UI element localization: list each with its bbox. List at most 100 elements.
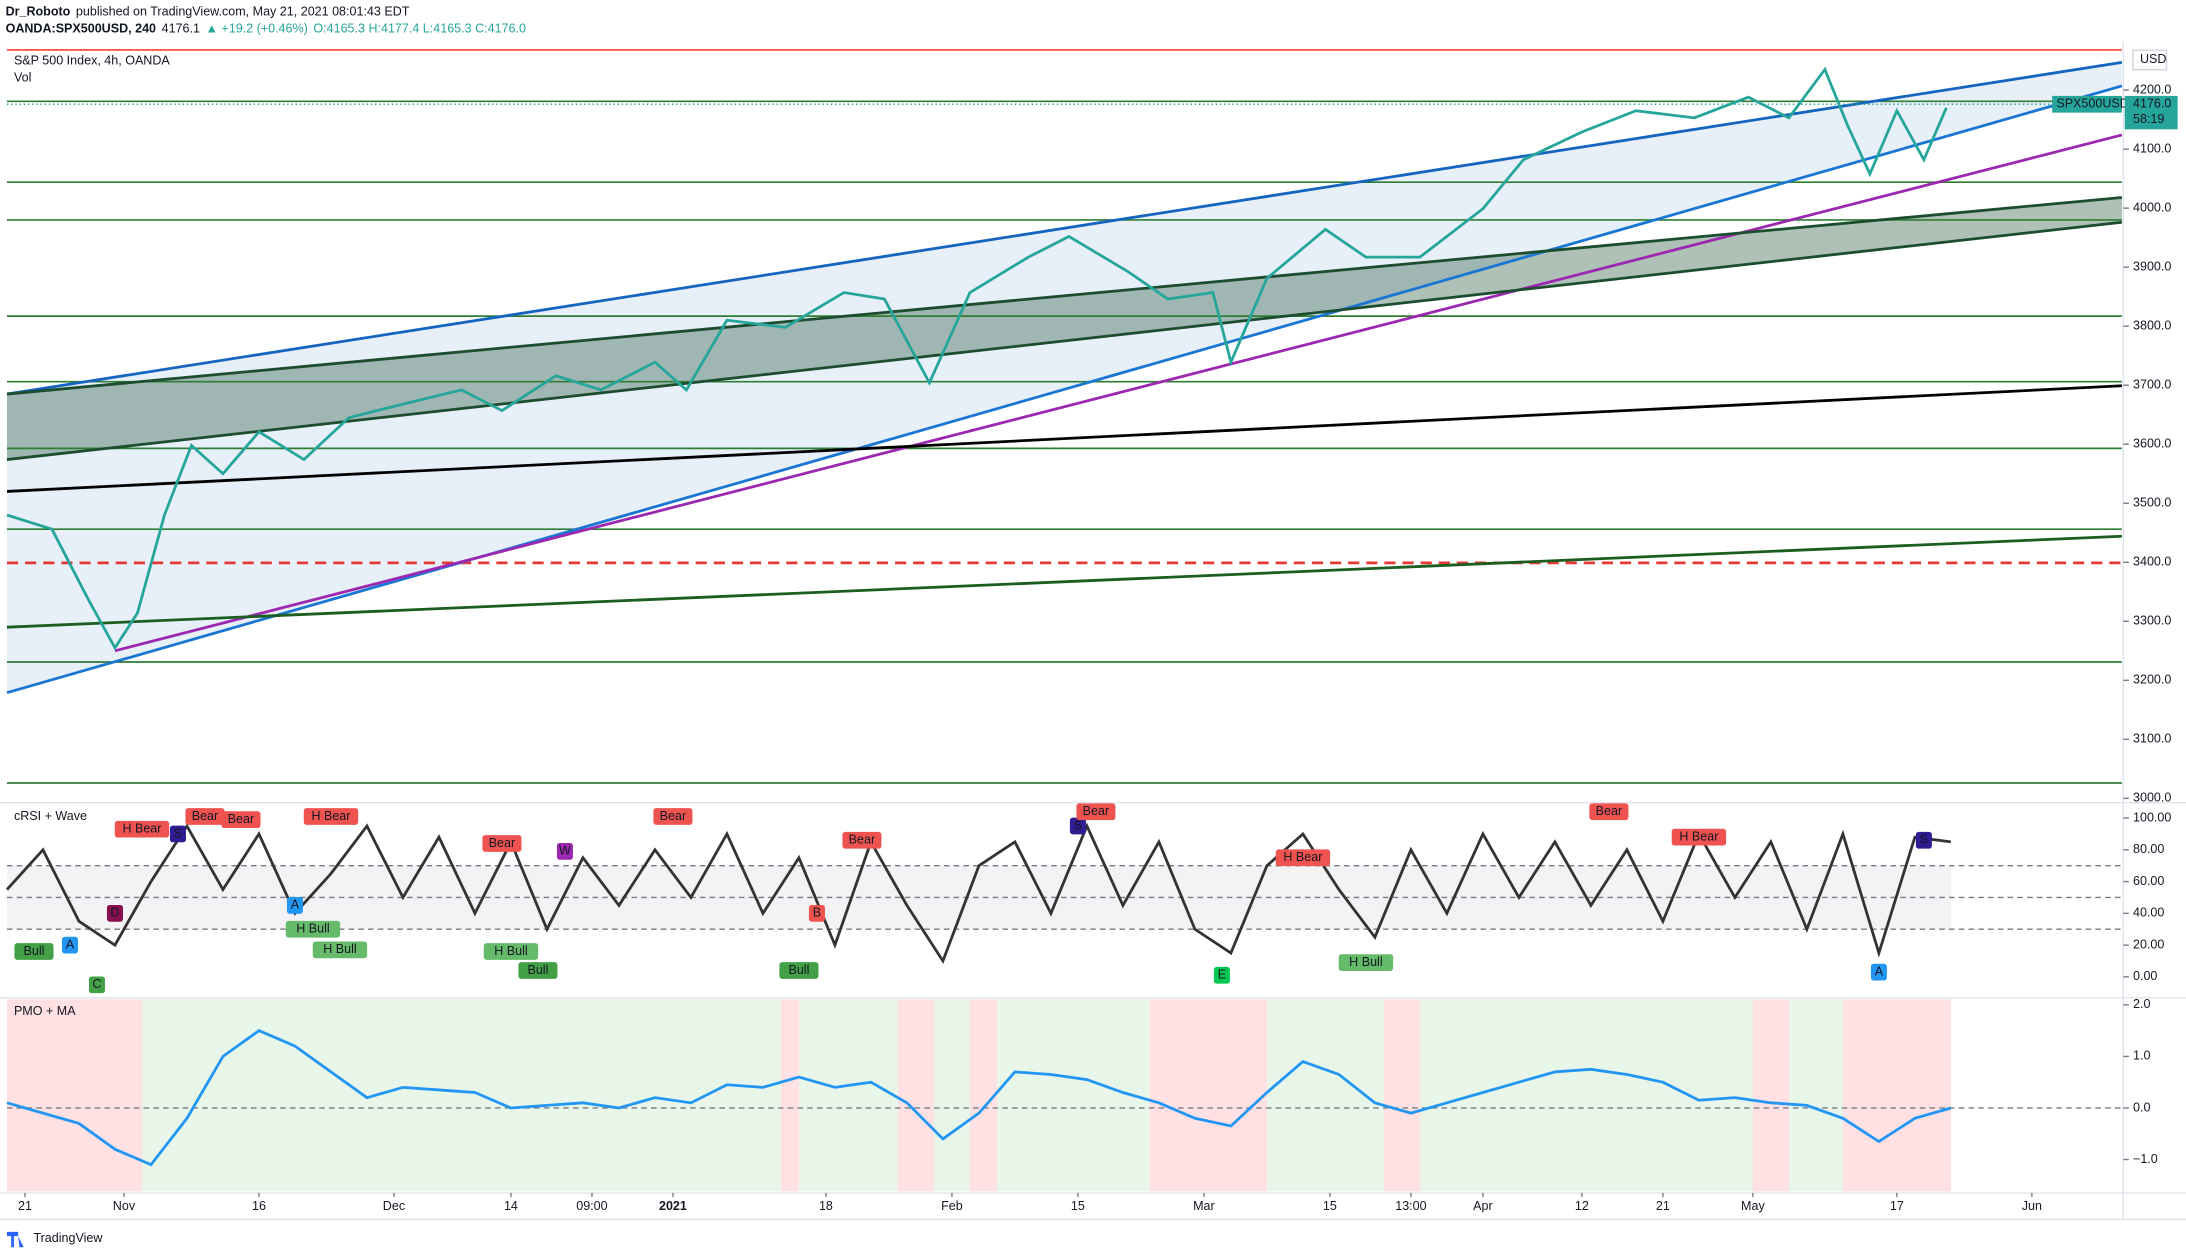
red-zone [6, 999, 142, 1192]
signal-label: Bull [527, 963, 548, 977]
x-tick-label: Jun [2022, 1199, 2042, 1213]
panel-title: PMO + MA [14, 1004, 76, 1018]
signal-marker [221, 811, 261, 829]
red-zone [1842, 999, 1951, 1192]
signal-label: H Bull [323, 942, 356, 956]
y-tick-label: 4200.0 [2133, 82, 2171, 96]
y-tick-label: 4100.0 [2133, 141, 2171, 155]
red-zone [780, 999, 799, 1192]
y-tick-label: 3400.0 [2133, 555, 2171, 569]
x-tick-label: 16 [252, 1199, 266, 1213]
data-line [6, 66, 1948, 651]
trend-line [6, 60, 2123, 396]
y-tick-label: 20.00 [2133, 937, 2164, 951]
signal-marker [518, 962, 558, 979]
signal-marker [312, 941, 368, 959]
change: ▲ +19.2 (+0.46%) [206, 22, 308, 36]
signal-marker [1069, 817, 1086, 835]
signal-label: S [174, 826, 182, 840]
panel-title: cRSI + Wave [14, 809, 87, 823]
trend-line [114, 133, 2123, 653]
signal-marker [556, 843, 573, 860]
signal-label: Bear [192, 809, 218, 823]
y-tick-label: 3600.0 [2133, 437, 2171, 451]
x-tick-label: 15 [1071, 1199, 1085, 1213]
currency: USD [2140, 52, 2166, 66]
panel-title: S&P 500 Index, 4h, OANDA [14, 54, 170, 68]
x-tick-label: 18 [819, 1199, 833, 1213]
trend-line [6, 220, 2123, 461]
signal-label: C [92, 977, 101, 991]
signal-marker [1671, 828, 1727, 846]
x-tick-label: Dec [383, 1199, 405, 1213]
published: published on TradingView.com, May 21, 20… [76, 5, 410, 19]
x-tick-label: 12 [1575, 1199, 1589, 1213]
signal-label: A [291, 898, 300, 912]
signal-marker [808, 904, 825, 922]
logo [6, 1231, 24, 1248]
signal-label: Bear [1596, 804, 1622, 818]
x-tick-label: Feb [941, 1199, 963, 1213]
data-line [6, 1029, 1952, 1167]
signal-label: S [1074, 818, 1082, 832]
signal-label: H Bull [296, 922, 329, 936]
y-tick-label: 0.0 [2133, 1100, 2150, 1114]
footer: TradingView [33, 1231, 103, 1245]
x-tick-label: Mar [1193, 1199, 1215, 1213]
author: Dr_Roboto [6, 5, 71, 19]
wedge-fill [6, 197, 2122, 460]
signal-marker [482, 835, 522, 852]
signal-label: S [1920, 833, 1928, 847]
signal-label: B [813, 906, 821, 920]
signal-marker [1870, 963, 1887, 981]
signal-marker [842, 831, 882, 849]
y-tick-label: 80.00 [2133, 842, 2164, 856]
y-tick-label: −1.0 [2133, 1152, 2158, 1166]
signal-label: H Bull [1349, 955, 1382, 969]
signal-label: A [66, 937, 75, 951]
signal-marker [285, 920, 341, 938]
y-tick-label: 4000.0 [2133, 200, 2171, 214]
x-tick-label: 14 [504, 1199, 518, 1213]
trend-line [6, 534, 2122, 629]
red-zone [1752, 999, 1789, 1192]
signal-label: Bull [788, 963, 809, 977]
symbol: OANDA:SPX500USD, 240 [6, 22, 156, 36]
y-tick-label: 3000.0 [2133, 791, 2171, 805]
signal-label: Bull [24, 944, 45, 958]
panel-subtitle: Vol [14, 70, 31, 84]
signal-marker [653, 808, 693, 825]
price-box [2124, 95, 2178, 130]
signal-label: Bear [849, 833, 875, 847]
signal-marker [1076, 803, 1116, 821]
symbol-tag-box [2052, 95, 2122, 113]
signal-marker [483, 943, 539, 960]
y-tick-label: 40.00 [2133, 906, 2164, 920]
signal-label: A [1875, 964, 1884, 978]
data-line [5, 822, 1952, 965]
signal-marker [1915, 831, 1932, 849]
signal-label: D [110, 906, 119, 920]
y-tick-label: 3700.0 [2133, 378, 2171, 392]
last-price: 4176.0 [2133, 97, 2171, 111]
signal-label: H Bear [1679, 829, 1718, 843]
ohlc: O:4165.3 H:4177.4 L:4165.3 C:4176.0 [313, 22, 526, 36]
signal-marker [1275, 849, 1331, 867]
signal-marker [61, 936, 78, 954]
countdown: 58:19 [2133, 112, 2164, 126]
red-zone [1149, 999, 1267, 1192]
trend-line [6, 84, 2123, 695]
x-tick-label: 13:00 [1395, 1199, 1426, 1213]
y-tick-label: 100.00 [2133, 810, 2171, 824]
signal-marker [114, 820, 170, 838]
x-tick-label: 2021 [659, 1199, 687, 1213]
symbol-tag: SPX500USD [2056, 97, 2128, 111]
x-tick-label: May [1741, 1199, 1765, 1213]
currency-box [2132, 49, 2168, 71]
y-tick-label: 3900.0 [2133, 259, 2171, 273]
signal-marker [1338, 954, 1394, 971]
x-tick-label: Apr [1473, 1199, 1493, 1213]
red-zone [897, 999, 934, 1192]
signal-marker [1589, 803, 1629, 821]
